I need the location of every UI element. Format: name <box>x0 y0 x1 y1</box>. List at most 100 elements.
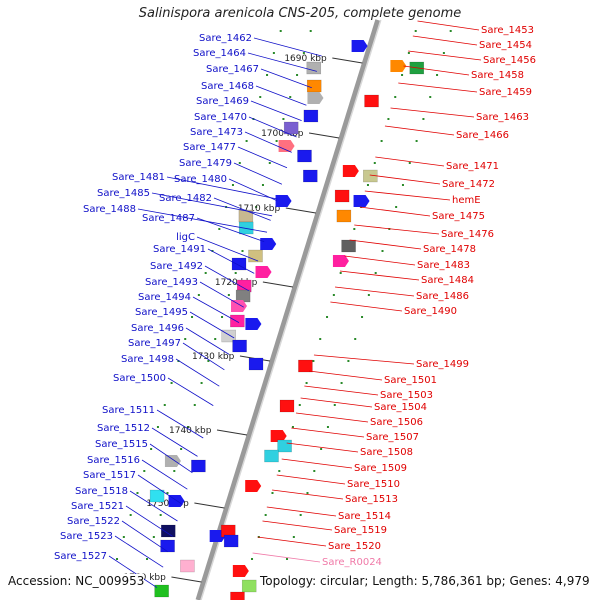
rna-gene-label: Sare_R0024 <box>322 557 382 568</box>
left-gene-label: Sare_1468 <box>201 81 254 92</box>
gene-box <box>306 61 322 75</box>
right-gene-label: Sare_1506 <box>370 417 423 428</box>
guide-tick <box>320 448 323 450</box>
gene-arrow <box>353 195 370 207</box>
genome-backbone-highlight <box>200 19 382 600</box>
guide-tick <box>353 228 356 230</box>
guide-tick <box>367 294 370 296</box>
right-gene-label: Sare_1490 <box>404 306 457 317</box>
right-leader-line <box>398 82 478 93</box>
guide-tick <box>191 316 194 318</box>
gene-arrow <box>245 480 262 492</box>
scale-label: 1710 kbp <box>238 204 281 214</box>
left-leader-line <box>137 208 268 233</box>
left-gene-label: Sare_1479 <box>179 158 232 169</box>
gene-box <box>161 524 176 538</box>
left-gene-label: Sare_1518 <box>75 486 128 497</box>
right-gene-label: Sare_1504 <box>374 402 427 413</box>
left-gene-label: Sare_1462 <box>199 33 252 44</box>
guide-tick <box>251 558 254 560</box>
guide-tick <box>326 426 329 428</box>
right-gene-label: Sare_1476 <box>441 229 494 240</box>
guide-tick <box>186 426 189 428</box>
guide-tick <box>429 96 432 98</box>
guide-tick <box>152 536 155 538</box>
guide-tick <box>408 162 411 164</box>
guide-tick <box>282 118 285 120</box>
right-leader-line <box>349 239 422 250</box>
guide-tick <box>286 558 289 560</box>
gene-box <box>160 539 175 553</box>
right-gene-label: Sare_1484 <box>421 275 474 286</box>
guide-tick <box>231 184 234 186</box>
right-leader-line <box>266 506 337 517</box>
right-gene-label: Sare_1510 <box>347 479 400 490</box>
guide-tick <box>241 250 244 252</box>
accession-text: Accession: NC_009953 <box>8 574 145 588</box>
left-gene-label: Sare_1521 <box>71 501 124 512</box>
gene-arrow <box>164 455 181 467</box>
guide-tick <box>184 338 187 340</box>
guide-tick <box>200 382 203 384</box>
gene-box <box>149 489 165 503</box>
left-gene-label: Sare_1477 <box>183 142 236 153</box>
left-gene-label: Sare_1494 <box>138 292 191 303</box>
guide-tick <box>261 184 264 186</box>
gene-box <box>264 449 279 463</box>
right-leader-line <box>252 552 321 563</box>
guide-tick <box>177 360 180 362</box>
left-gene-label: Sare_1467 <box>206 64 259 75</box>
guide-tick <box>234 272 237 274</box>
scale-label: 1750 kbp <box>146 499 189 509</box>
guide-tick <box>298 404 301 406</box>
guide-tick <box>401 184 404 186</box>
guide-tick <box>326 316 329 318</box>
gene-box <box>191 459 206 473</box>
left-leader-line <box>114 535 164 568</box>
left-gene-label: ligC <box>176 232 195 243</box>
scale-label: 1690 kbp <box>284 54 327 64</box>
right-leader-line <box>403 65 470 76</box>
left-gene-label: Sare_1516 <box>87 455 140 466</box>
left-leader-line <box>185 327 230 355</box>
guide-tick <box>166 492 169 494</box>
left-leader-line <box>199 281 244 308</box>
left-leader-line <box>141 459 188 490</box>
guide-tick <box>245 140 248 142</box>
guide-tick <box>414 30 417 32</box>
left-gene-label: Sare_1527 <box>54 551 107 562</box>
gene-box <box>297 149 312 163</box>
guide-tick <box>387 118 390 120</box>
left-leader-line <box>125 505 173 537</box>
left-gene-label: Sare_1517 <box>83 470 136 481</box>
guide-tick <box>442 52 445 54</box>
guide-tick <box>163 404 166 406</box>
guide-tick <box>313 470 316 472</box>
guide-tick <box>146 558 149 560</box>
left-leader-line <box>233 162 283 185</box>
right-gene-label: Sare_1453 <box>481 25 534 36</box>
left-gene-label: Sare_1473 <box>190 127 243 138</box>
left-leader-line <box>129 490 178 522</box>
guide-tick <box>279 30 282 32</box>
left-gene-label: Sare_1464 <box>193 48 246 59</box>
left-gene-label: Sare_1497 <box>128 338 181 349</box>
guide-tick <box>305 382 308 384</box>
left-leader-line <box>196 236 259 262</box>
right-gene-label: Sare_1508 <box>360 447 413 458</box>
right-gene-label: Sare_1501 <box>384 375 437 386</box>
guide-tick <box>380 140 383 142</box>
left-leader-line <box>204 265 250 292</box>
right-leader-line <box>295 412 369 423</box>
guide-tick <box>415 140 418 142</box>
guide-tick <box>306 492 309 494</box>
scale-tick <box>308 132 340 139</box>
scale-tick <box>171 576 202 583</box>
right-gene-label: Sare_1520 <box>328 541 381 552</box>
scale-tick <box>285 207 316 214</box>
right-leader-line <box>369 174 441 185</box>
map-title: Salinispora arenicola CNS-205, complete … <box>138 6 462 21</box>
left-gene-label: Sare_1488 <box>83 204 136 215</box>
guide-tick <box>238 162 241 164</box>
